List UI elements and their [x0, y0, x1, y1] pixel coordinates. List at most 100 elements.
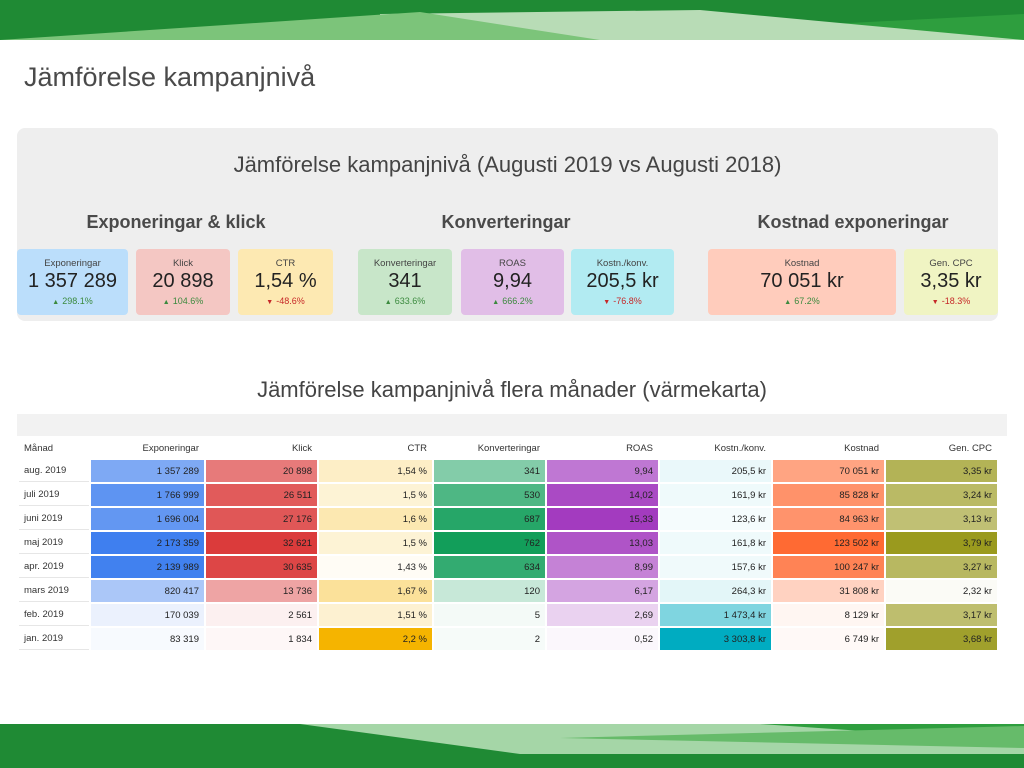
kpi-label: Klick: [172, 258, 194, 269]
heatmap-cell: 3,35 kr: [886, 460, 997, 482]
month-cell: apr. 2019: [19, 556, 89, 578]
heatmap-cell: 687: [434, 508, 545, 530]
kpi-label: Gen. CPC: [929, 258, 973, 269]
column-header[interactable]: Kostnad: [844, 442, 879, 454]
heatmap-header-row: Månad Exponeringar Klick CTR Konverteringar R…: [19, 438, 997, 458]
heatmap-cell: 83 319: [91, 628, 204, 650]
trend-arrow-icon: ▲: [384, 299, 392, 306]
heatmap-cell: 2 561: [206, 604, 317, 626]
heatmap-cell: 1 473,4 kr: [660, 604, 771, 626]
heatmap-cell: 1,5 %: [319, 532, 432, 554]
kpi-change-value: -18.3%: [941, 296, 971, 306]
table-row: mars 2019 820 417 13 736 1,67 % 120 6,17 264,3…: [19, 580, 997, 602]
month-cell: jan. 2019: [19, 628, 89, 650]
heatmap-cell: 634: [434, 556, 545, 578]
kpi-value: 9,94: [493, 270, 532, 292]
kpi-card-klick: Klick 20 898 ▲ 104.6%: [136, 249, 230, 315]
heatmap-cell: 3,17 kr: [886, 604, 997, 626]
kpi-label: Konverteringar: [373, 258, 437, 269]
heatmap-cell: 31 808 kr: [773, 580, 884, 602]
kpi-card-kostnad: Kostnad 70 051 kr ▲ 67.2%: [708, 249, 896, 315]
trend-arrow-icon: ▲: [52, 299, 60, 306]
top-decorative-band: [0, 0, 1024, 40]
kpi-change: ▲ 104.6%: [136, 296, 230, 306]
kpi-change-value: -48.6%: [276, 296, 305, 306]
heatmap-cell: 123,6 kr: [660, 508, 771, 530]
kpi-change-value: 104.6%: [172, 296, 204, 306]
heatmap-cell: 27 176: [206, 508, 317, 530]
heatmap-cell: 15,33: [547, 508, 658, 530]
column-header[interactable]: Klick: [291, 442, 312, 454]
heatmap-container: Månad Exponeringar Klick CTR Konverteringar R…: [17, 414, 1007, 664]
heatmap-cell: 157,6 kr: [660, 556, 771, 578]
heatmap-cell: 820 417: [91, 580, 204, 602]
kpi-change: ▲ 298.1%: [17, 296, 128, 306]
group-title-konverteringar: Konverteringar: [441, 212, 571, 232]
column-header[interactable]: Konverteringar: [477, 442, 540, 454]
kpi-label: CTR: [275, 258, 296, 269]
heatmap-cell: 1,51 %: [319, 604, 432, 626]
column-header[interactable]: CTR: [407, 442, 427, 454]
column-header[interactable]: Kostn./konv.: [714, 442, 766, 454]
heatmap-cell: 1,6 %: [319, 508, 432, 530]
heatmap-cell: 32 621: [206, 532, 317, 554]
table-row: feb. 2019 170 039 2 561 1,51 % 5 2,69 1 473,4 …: [19, 604, 997, 626]
table-row: juni 2019 1 696 004 27 176 1,6 % 687 15,33 123…: [19, 508, 997, 530]
heatmap-cell: 6,17: [547, 580, 658, 602]
column-header[interactable]: ROAS: [626, 442, 653, 454]
summary-title: Jämförelse kampanjnivå (Augusti 2019 vs …: [233, 152, 782, 177]
table-row: jan. 2019 83 319 1 834 2,2 % 2 0,52 3 303,8 kr…: [19, 628, 997, 650]
heatmap-cell: 3,24 kr: [886, 484, 997, 506]
kpi-change-value: 67.2%: [794, 296, 820, 306]
heatmap-cell: 264,3 kr: [660, 580, 771, 602]
heatmap-cell: 1 696 004: [91, 508, 204, 530]
column-header[interactable]: Exponeringar: [142, 442, 199, 454]
kpi-change-value: 633.6%: [394, 296, 426, 306]
group-title-exponeringar-klick: Exponeringar & klick: [86, 212, 266, 232]
heatmap-cell: 6 749 kr: [773, 628, 884, 650]
kpi-value: 3,35 kr: [920, 270, 982, 292]
kpi-change: ▼ -48.6%: [238, 296, 333, 306]
heatmap-cell: 2,69: [547, 604, 658, 626]
heatmap-cell: 1,5 %: [319, 484, 432, 506]
kpi-label: Exponeringar: [44, 258, 101, 269]
table-row: apr. 2019 2 139 989 30 635 1,43 % 634 8,99 157…: [19, 556, 997, 578]
table-row: aug. 2019 1 357 289 20 898 1,54 % 341 9,94 205…: [19, 460, 997, 482]
table-row: maj 2019 2 173 359 32 621 1,5 % 762 13,03 161,…: [19, 532, 997, 554]
kpi-card-konverteringar: Konverteringar 341 ▲ 633.6%: [358, 249, 452, 315]
month-cell: juli 2019: [19, 484, 89, 506]
heatmap-cell: 1,43 %: [319, 556, 432, 578]
heatmap-cell: 161,8 kr: [660, 532, 771, 554]
trend-arrow-icon: ▼: [603, 299, 611, 306]
kpi-value: 341: [388, 270, 422, 292]
heatmap-cell: 3,13 kr: [886, 508, 997, 530]
month-cell: maj 2019: [19, 532, 89, 554]
heatmap-cell: 3,68 kr: [886, 628, 997, 650]
heatmap-body: aug. 2019 1 357 289 20 898 1,54 % 341 9,94 205…: [19, 460, 997, 650]
bottom-band-graphic: [0, 724, 1024, 768]
kpi-card-kostn-konv: Kostn./konv. 205,5 kr ▼ -76.8%: [571, 249, 674, 315]
kpi-label: Kostn./konv.: [596, 258, 649, 269]
kpi-value: 70 051 kr: [760, 270, 844, 292]
bottom-decorative-band: [0, 724, 1024, 768]
month-cell: juni 2019: [19, 508, 89, 530]
column-header[interactable]: Månad: [24, 442, 54, 454]
heatmap-cell: 2,32 kr: [886, 580, 997, 602]
heatmap-cell: 5: [434, 604, 545, 626]
kpi-change-value: 298.1%: [62, 296, 93, 306]
heatmap-cell: 0,52: [547, 628, 658, 650]
heatmap-cell: 123 502 kr: [773, 532, 884, 554]
heatmap-cell: 85 828 kr: [773, 484, 884, 506]
kpi-value: 1,54 %: [254, 270, 317, 292]
kpi-value: 1 357 289: [28, 270, 117, 292]
kpi-change: ▼ -76.8%: [571, 296, 674, 306]
heatmap-cell: 1 766 999: [91, 484, 204, 506]
heatmap-cell: 341: [434, 460, 545, 482]
page-title: Jämförelse kampanjnivå: [24, 62, 316, 92]
kpi-change-value: -76.8%: [613, 296, 642, 306]
heatmap-cell: 2,2 %: [319, 628, 432, 650]
kpi-change: ▲ 666.2%: [461, 296, 564, 306]
heatmap-cell: 3 303,8 kr: [660, 628, 771, 650]
column-header[interactable]: Gen. CPC: [948, 442, 992, 454]
heatmap-cell: 1 834: [206, 628, 317, 650]
